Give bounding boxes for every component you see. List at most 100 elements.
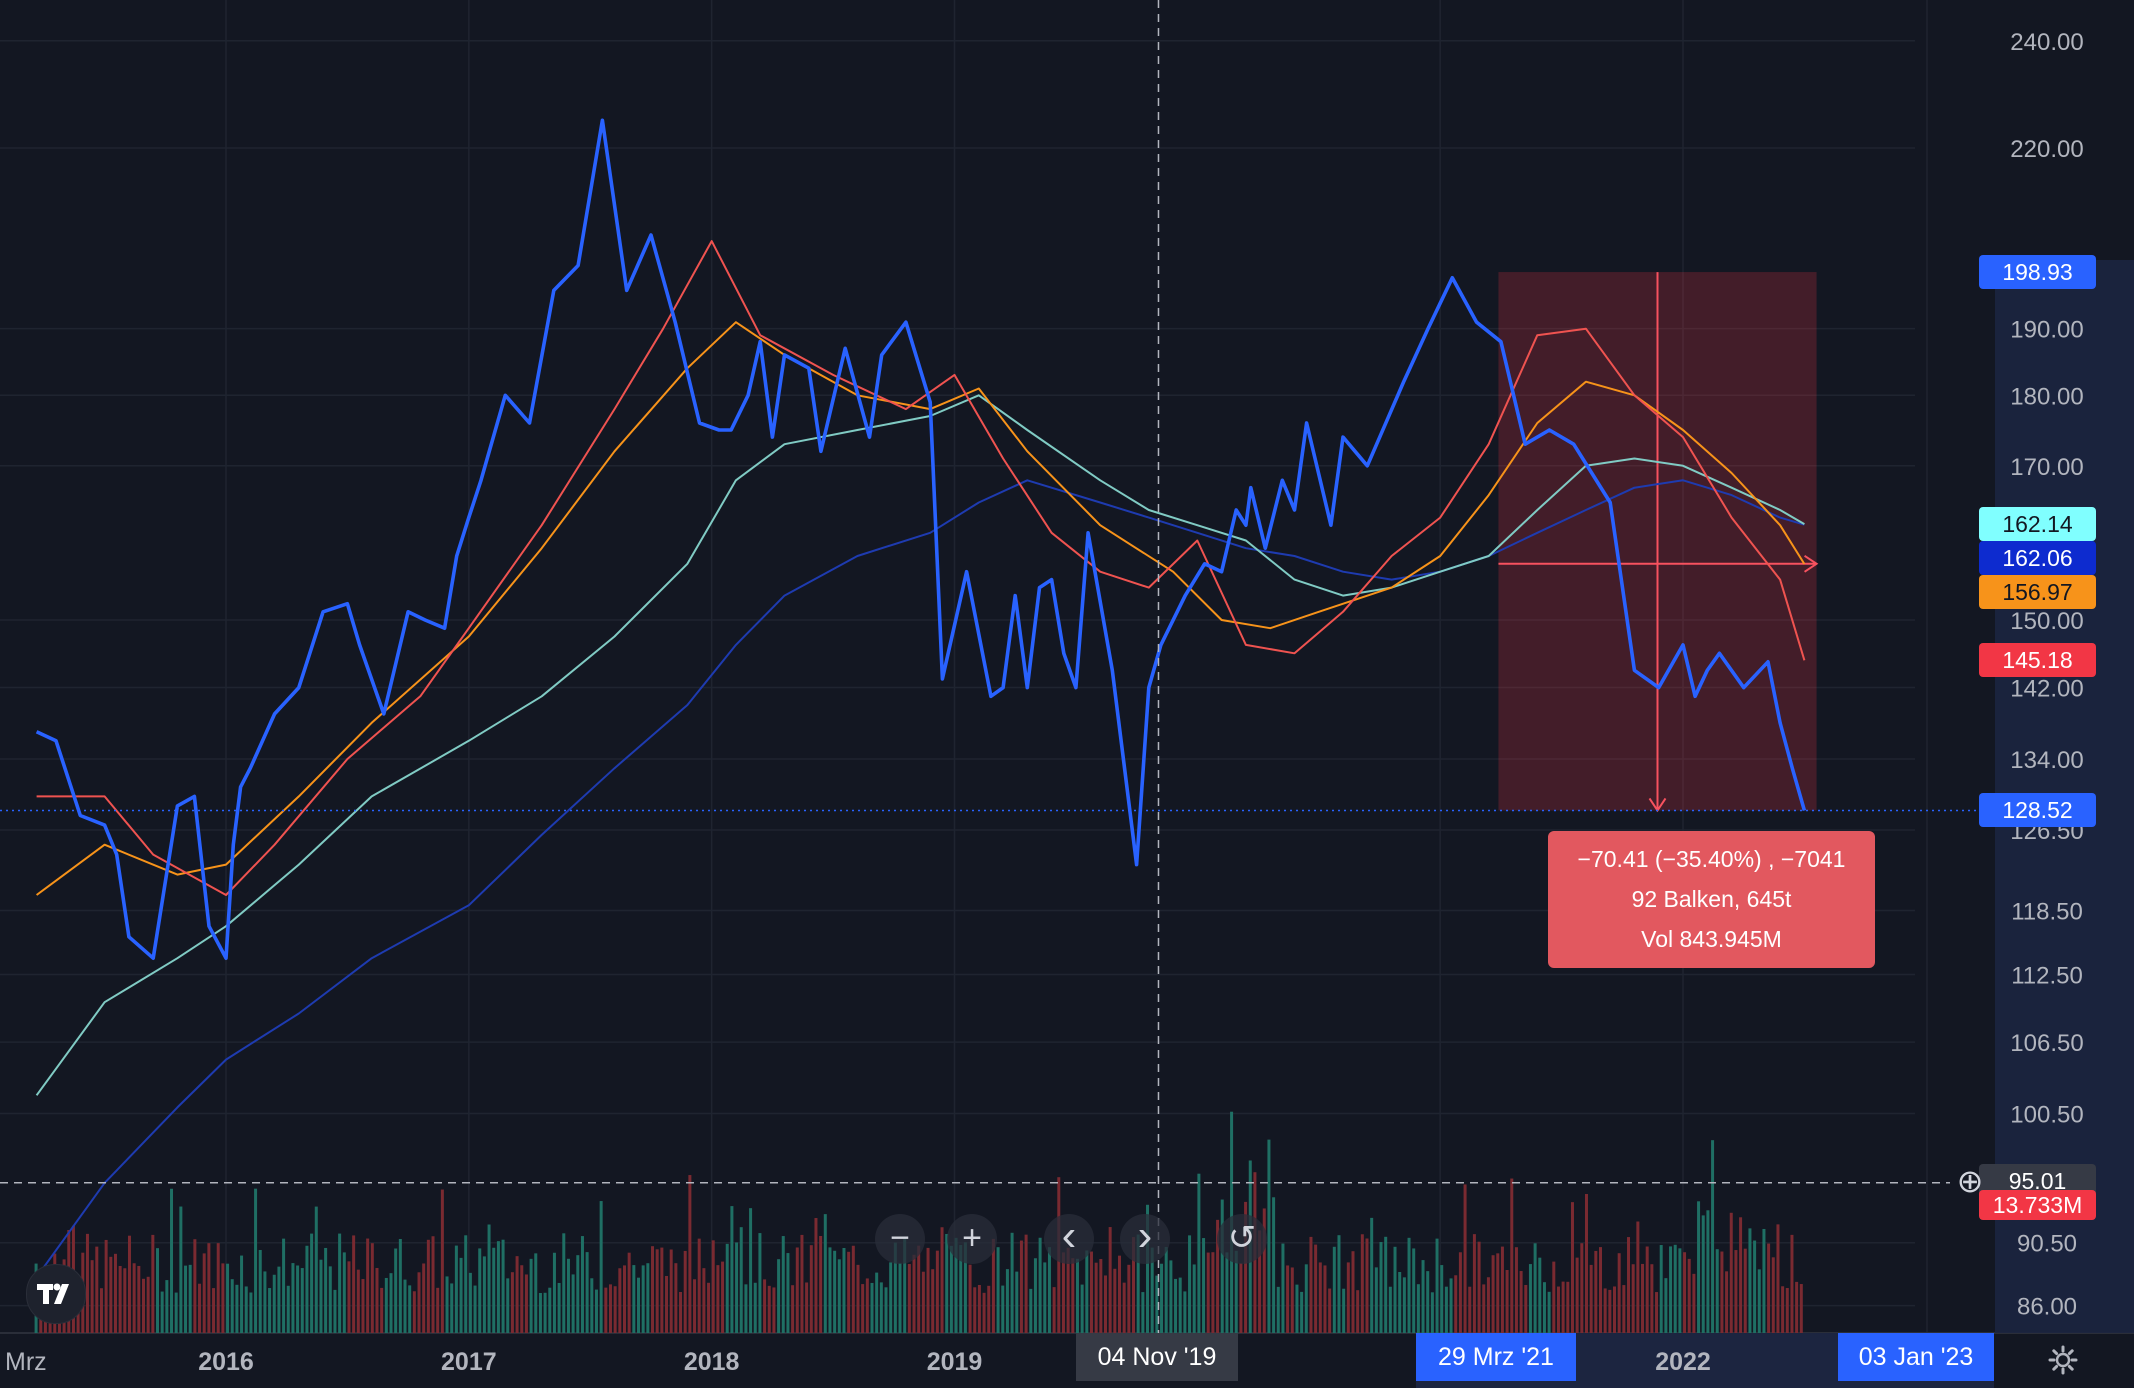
- volume-bar: [286, 1285, 290, 1333]
- tradingview-logo[interactable]: [26, 1264, 86, 1324]
- volume-bar: [889, 1262, 893, 1333]
- volume-bar: [1388, 1286, 1392, 1333]
- volume-bar: [1300, 1291, 1304, 1333]
- volume-bar: [543, 1292, 547, 1333]
- volume-bar: [184, 1265, 188, 1333]
- volume-bar: [389, 1273, 393, 1333]
- volume-label: 13.733M: [1979, 1190, 2096, 1220]
- volume-bar: [861, 1284, 865, 1333]
- volume-bar: [426, 1239, 430, 1333]
- volume-bar: [1071, 1258, 1075, 1333]
- volume-bar: [1669, 1246, 1673, 1333]
- volume-bar: [954, 1237, 958, 1333]
- volume-bar: [622, 1265, 626, 1333]
- price-label: 128.52: [1979, 793, 2096, 828]
- volume-bar: [552, 1252, 556, 1333]
- volume-bar: [1701, 1215, 1705, 1333]
- scroll-left-button[interactable]: ‹: [1044, 1214, 1094, 1264]
- volume-bar: [1412, 1248, 1416, 1333]
- volume-bar: [893, 1242, 897, 1333]
- volume-bar: [847, 1251, 851, 1333]
- volume-bar: [604, 1287, 608, 1333]
- volume-bar: [940, 1227, 944, 1333]
- scroll-right-button[interactable]: ›: [1120, 1214, 1170, 1264]
- volume-bar: [1309, 1236, 1313, 1333]
- volume-bar: [1491, 1255, 1495, 1333]
- volume-bar: [1384, 1236, 1388, 1333]
- volume-bar: [165, 1280, 169, 1333]
- volume-bar: [398, 1238, 402, 1333]
- measure-area: [1498, 272, 1819, 813]
- volume-bar: [702, 1268, 706, 1333]
- volume-bar: [85, 1233, 89, 1333]
- volume-bar: [660, 1247, 664, 1333]
- volume-bar: [1183, 1291, 1187, 1333]
- volume-bar: [188, 1264, 192, 1333]
- volume-bar: [580, 1236, 584, 1333]
- volume-bar: [538, 1292, 542, 1333]
- zoom-out-button[interactable]: −: [875, 1214, 925, 1264]
- volume-bar: [1430, 1292, 1434, 1333]
- volume-bar: [1211, 1252, 1215, 1333]
- zoom-in-button[interactable]: +: [947, 1214, 997, 1264]
- volume-bar: [1570, 1202, 1574, 1333]
- volume-bar: [324, 1247, 328, 1333]
- x-tick-label: 2017: [441, 1348, 497, 1376]
- volume-bar: [1720, 1251, 1724, 1333]
- volume-bar: [884, 1287, 888, 1333]
- volume-bar: [1500, 1246, 1504, 1333]
- crosshair-date-label: 04 Nov '19: [1076, 1333, 1238, 1381]
- volume-bar: [403, 1279, 407, 1333]
- volume-bar: [132, 1263, 136, 1333]
- volume-bar: [777, 1259, 781, 1333]
- volume-bar: [1272, 1197, 1276, 1333]
- volume-bar: [436, 1287, 440, 1333]
- volume-bar: [651, 1246, 655, 1333]
- price-label: 198.93: [1979, 255, 2096, 290]
- settings-gear-icon[interactable]: [2048, 1345, 2078, 1375]
- tradingview-logo-icon: [37, 1283, 69, 1304]
- volume-bar: [585, 1252, 589, 1333]
- reset-chart-button[interactable]: ↺: [1217, 1214, 1267, 1264]
- volume-bar: [1150, 1247, 1154, 1333]
- volume-bar: [1454, 1275, 1458, 1333]
- volume-bar: [1589, 1264, 1593, 1333]
- volume-bar: [1244, 1201, 1248, 1333]
- y-tick-label: 106.50: [2010, 1030, 2083, 1057]
- volume-bar: [1566, 1281, 1570, 1333]
- volume-bar: [800, 1234, 804, 1333]
- volume-bar: [1113, 1268, 1117, 1333]
- volume-bar: [576, 1255, 580, 1333]
- volume-bar: [1080, 1284, 1084, 1333]
- volume-bar: [1608, 1289, 1612, 1333]
- volume-bar: [1781, 1286, 1785, 1333]
- y-tick-label: 170.00: [2010, 454, 2083, 481]
- volume-bar: [875, 1272, 879, 1333]
- volume-bar: [534, 1253, 538, 1333]
- volume-bar: [254, 1188, 258, 1333]
- volume-bar: [1486, 1277, 1490, 1333]
- volume-bar: [968, 1264, 972, 1333]
- volume-bar: [683, 1250, 687, 1333]
- volume-bar: [1617, 1253, 1621, 1333]
- volume-bar: [753, 1282, 757, 1333]
- y-tick-label: 112.50: [2011, 963, 2083, 990]
- volume-bar: [216, 1243, 220, 1333]
- add-alert-icon[interactable]: ⊕: [1956, 1163, 1984, 1199]
- volume-bar: [1398, 1271, 1402, 1333]
- volume-bar: [814, 1218, 818, 1333]
- volume-bar: [1365, 1238, 1369, 1333]
- volume-bar: [1202, 1238, 1206, 1333]
- volume-bar: [510, 1272, 514, 1333]
- volume-bar: [1631, 1264, 1635, 1333]
- volume-bar: [1743, 1248, 1747, 1333]
- volume-bar: [823, 1214, 827, 1333]
- volume-bar: [599, 1201, 603, 1333]
- volume-bar: [1776, 1224, 1780, 1333]
- volume-bar: [445, 1276, 449, 1333]
- volume-bar: [987, 1285, 991, 1333]
- volume-bar: [230, 1279, 234, 1333]
- volume-bar: [1103, 1275, 1107, 1333]
- volume-bar: [1421, 1260, 1425, 1333]
